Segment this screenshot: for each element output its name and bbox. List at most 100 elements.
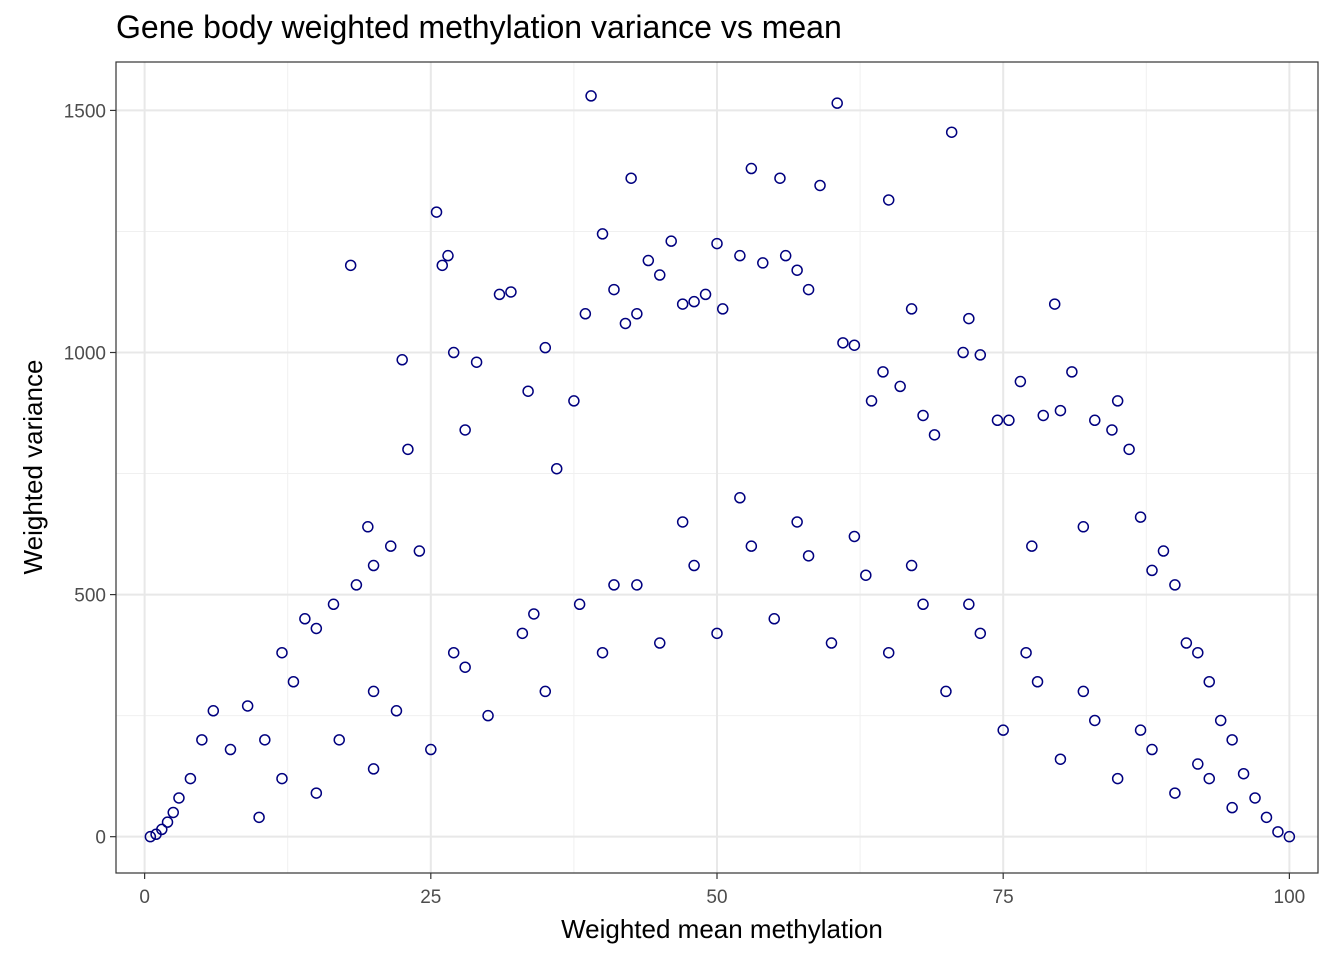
data-point — [425, 743, 437, 756]
data-point — [779, 249, 792, 262]
data-point — [596, 646, 609, 659]
data-point — [367, 763, 380, 775]
data-point — [814, 179, 826, 192]
data-point — [1123, 443, 1135, 456]
data-point — [276, 646, 288, 659]
data-point — [470, 356, 483, 368]
data-point — [654, 269, 666, 281]
data-point — [791, 516, 803, 528]
data-point — [877, 366, 889, 378]
data-point — [579, 308, 592, 320]
data-point — [917, 409, 929, 422]
data-point — [1077, 685, 1090, 698]
data-point — [1146, 564, 1158, 577]
x-axis-title: Weighted mean methylation — [561, 914, 883, 944]
data-point — [625, 172, 637, 184]
data-point — [1111, 772, 1124, 785]
data-point — [963, 598, 975, 611]
data-point — [1237, 767, 1250, 780]
grid-lines — [116, 62, 1318, 873]
y-tick-label: 0 — [95, 828, 106, 849]
data-point — [1203, 675, 1215, 688]
data-point — [745, 540, 758, 552]
data-point — [253, 811, 265, 824]
data-point — [734, 249, 746, 262]
data-point — [144, 830, 157, 843]
data-point — [1003, 414, 1015, 427]
data-point — [1249, 792, 1261, 804]
data-point — [568, 395, 580, 407]
data-point — [631, 308, 643, 320]
data-point — [1054, 753, 1067, 765]
x-tick-label: 0 — [139, 887, 150, 908]
data-point — [241, 700, 254, 712]
data-point — [596, 228, 609, 240]
data-point — [745, 162, 758, 175]
data-point — [1077, 521, 1090, 533]
data-point — [688, 559, 700, 572]
data-point — [848, 339, 861, 351]
data-point — [608, 579, 620, 591]
data-point — [945, 126, 958, 138]
data-point — [1272, 826, 1284, 838]
data-point — [688, 295, 700, 308]
data-point — [608, 283, 620, 296]
data-point — [928, 429, 941, 441]
data-point — [156, 823, 168, 836]
data-point — [436, 259, 449, 272]
data-point — [774, 172, 786, 184]
data-point — [1192, 758, 1204, 770]
data-point — [505, 286, 517, 298]
data-point — [310, 622, 323, 635]
chart-title: Gene body weighted methylation variance … — [116, 9, 842, 45]
data-point — [1014, 375, 1027, 388]
data-point — [642, 254, 655, 267]
data-point — [276, 772, 288, 785]
data-point — [1169, 579, 1181, 591]
data-point — [1066, 366, 1078, 378]
data-point — [1089, 714, 1101, 727]
data-point — [384, 540, 397, 552]
data-point — [1226, 801, 1238, 814]
data-point — [550, 462, 563, 475]
data-point — [917, 598, 929, 611]
data-point — [1111, 395, 1124, 407]
data-point — [1283, 830, 1296, 843]
data-point — [224, 743, 237, 756]
data-point — [1106, 424, 1118, 436]
data-point — [1146, 743, 1158, 756]
data-point — [734, 492, 746, 504]
data-point — [522, 385, 534, 397]
data-point — [768, 613, 780, 625]
data-point — [173, 792, 185, 804]
x-tick-label: 75 — [993, 887, 1014, 908]
data-point — [619, 317, 632, 330]
data-point — [207, 705, 220, 717]
data-point — [327, 598, 340, 611]
data-point — [957, 346, 969, 359]
data-point — [161, 816, 174, 828]
data-point — [882, 646, 895, 659]
data-point — [1031, 675, 1044, 688]
data-point — [711, 237, 723, 250]
data-point — [459, 661, 471, 673]
data-point — [184, 772, 197, 785]
data-point — [396, 354, 408, 366]
x-tick-label: 100 — [1274, 887, 1306, 908]
data-point — [1214, 714, 1227, 727]
data-point — [196, 734, 208, 746]
data-point — [287, 675, 300, 688]
data-point — [539, 341, 552, 354]
y-axis-title: Weighted variance — [18, 360, 48, 575]
data-point — [865, 395, 878, 407]
data-point — [528, 608, 540, 620]
data-point — [791, 264, 803, 276]
data-point — [860, 569, 872, 581]
data-point — [716, 303, 729, 315]
data-point — [1192, 646, 1204, 659]
data-point — [390, 705, 403, 717]
x-tick-label: 50 — [706, 887, 727, 908]
data-point — [1203, 772, 1215, 785]
data-point — [963, 312, 975, 325]
